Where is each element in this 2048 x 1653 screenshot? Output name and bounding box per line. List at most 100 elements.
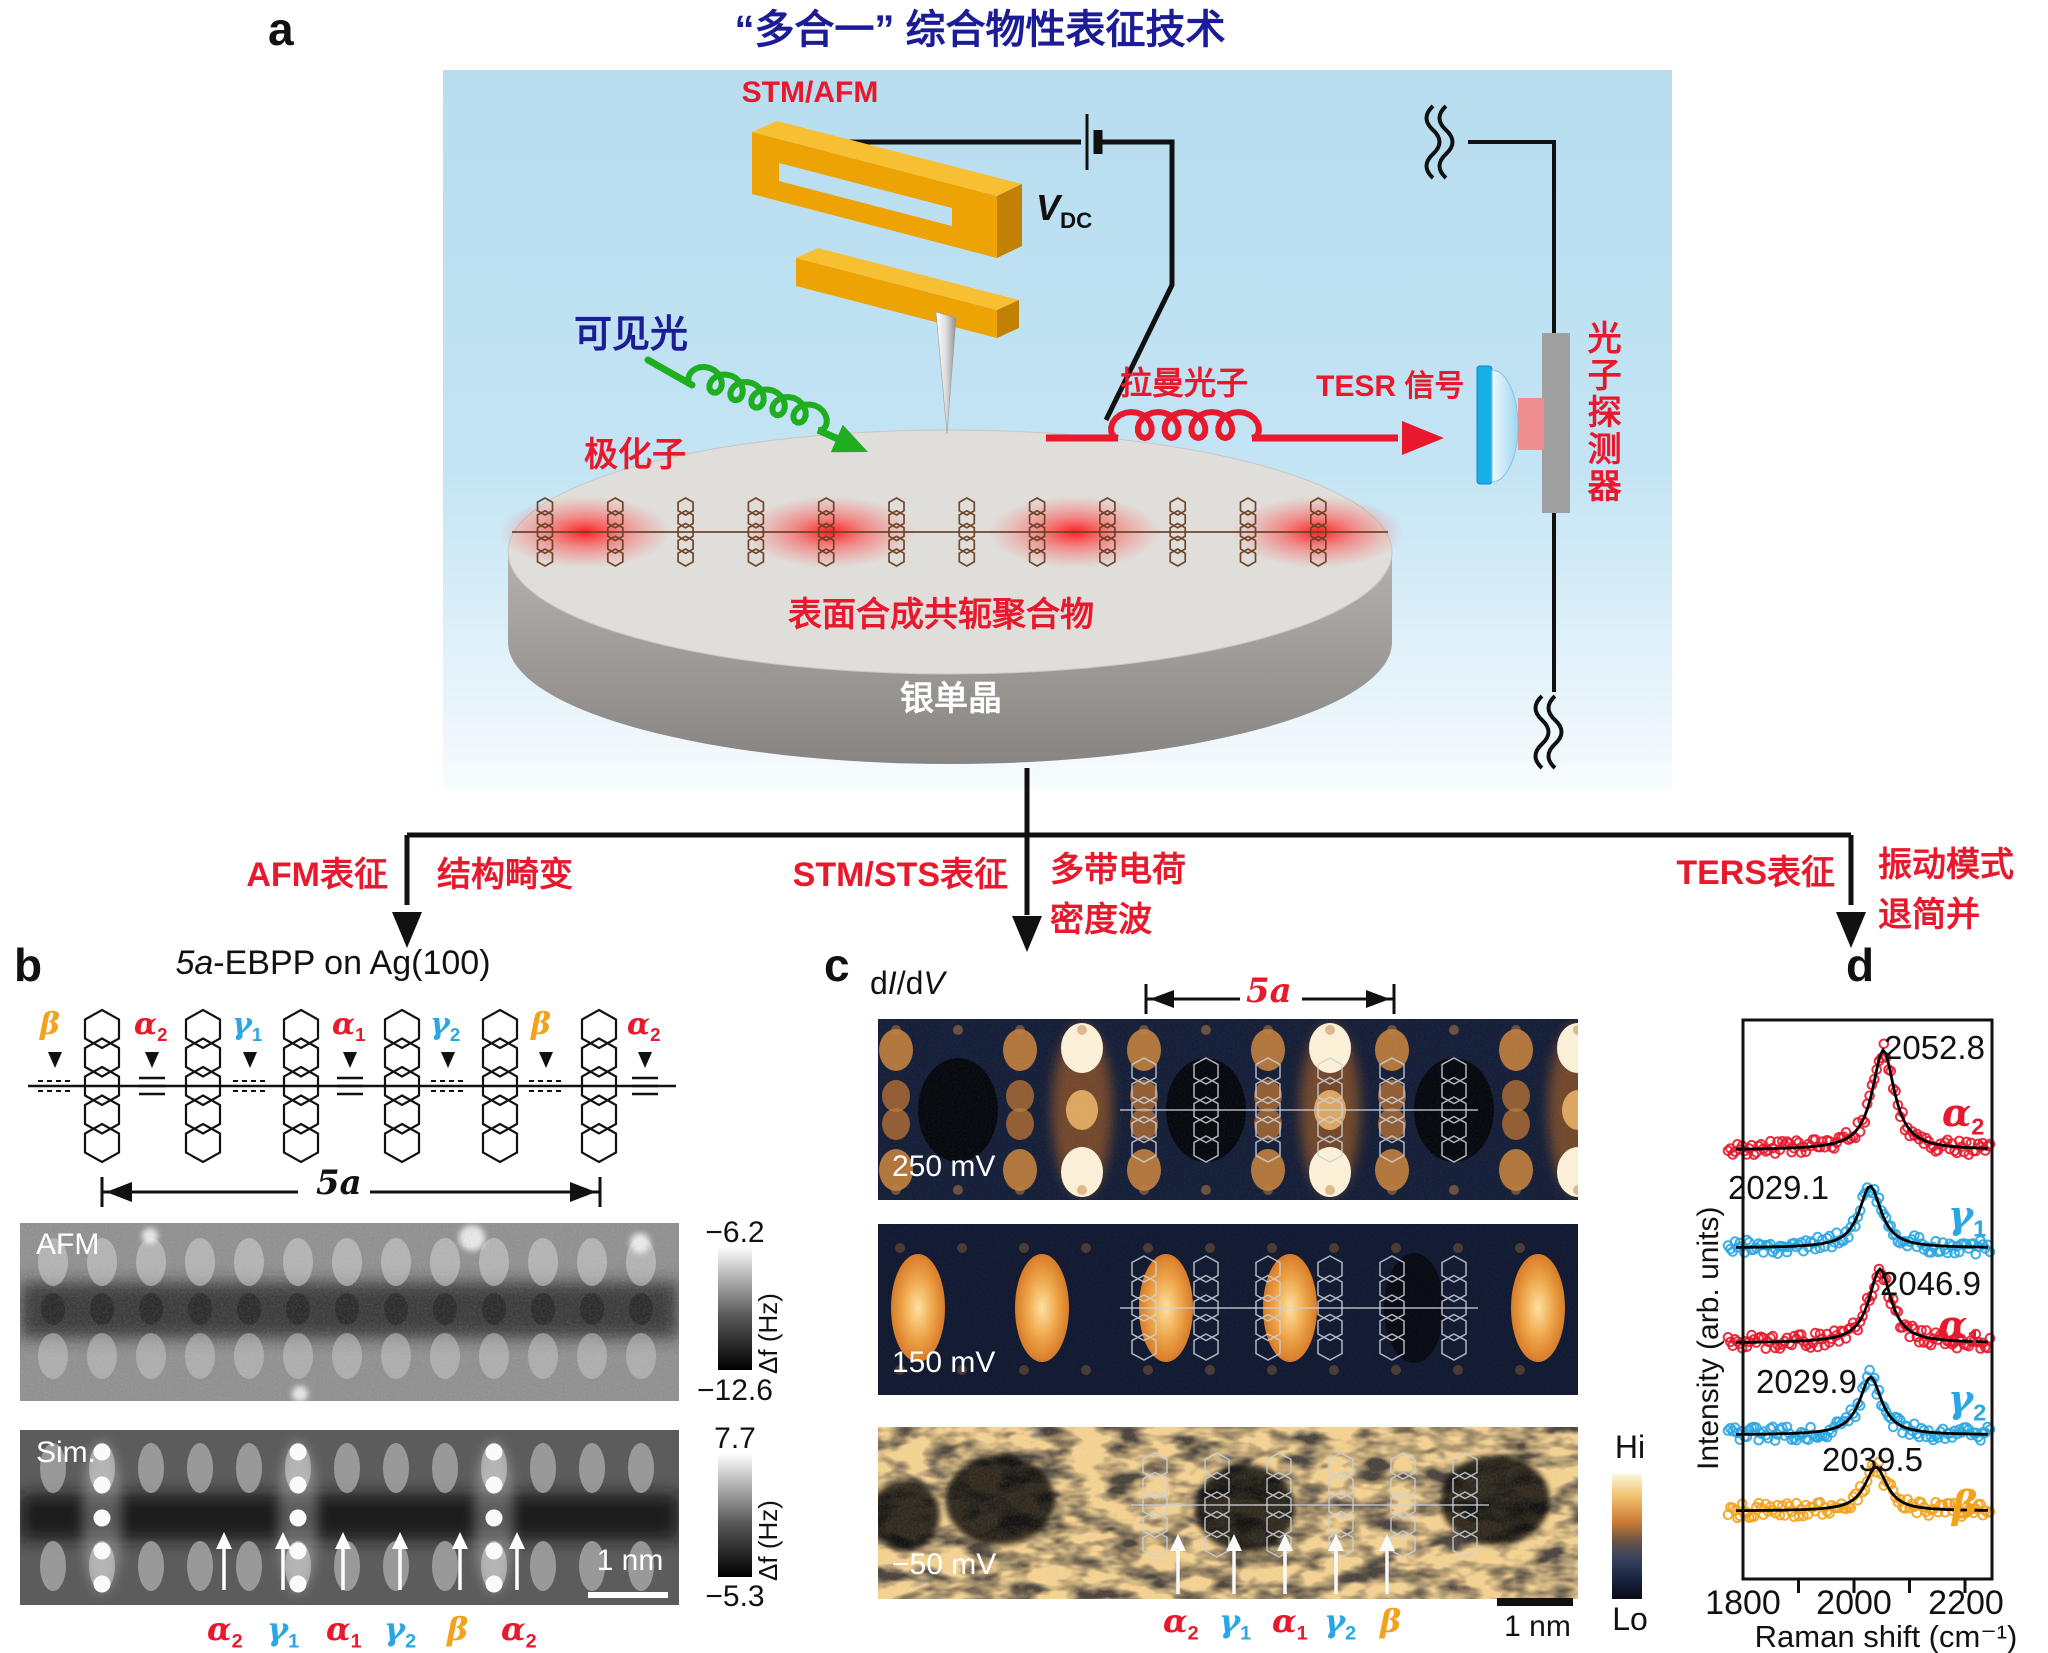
c-arrow-label: γ2 — [1324, 1602, 1357, 1645]
panel-c-label: c — [824, 939, 850, 991]
bias-150mV: 150 mV — [892, 1346, 996, 1379]
afm-colorbar-max: −6.2 — [705, 1216, 765, 1249]
x-tick-1800: 1800 — [1705, 1584, 1781, 1622]
span-5a-label-c: 5a — [1246, 971, 1292, 1011]
panel-b-label: b — [14, 939, 43, 991]
fit-curve-β — [1736, 1465, 1988, 1512]
raman-signal-arrow — [1046, 408, 1444, 455]
scale-bar-label-c: 1 nm — [1504, 1610, 1571, 1643]
branch-afm-result: 结构畸变 — [437, 856, 573, 894]
sim-colorbar-max: 7.7 — [714, 1422, 756, 1455]
bond-label: α2 — [134, 1007, 168, 1045]
c-arrow-label: γ1 — [1219, 1602, 1252, 1645]
substrate-label: 银单晶 — [900, 680, 1002, 718]
peak-value-a2: 2052.8 — [1884, 1029, 1985, 1066]
trace-label-g1: γ1 — [1948, 1192, 1987, 1242]
raman-photon-label: 拉曼光子 — [1120, 365, 1249, 401]
chemical-structure — [28, 1008, 676, 1164]
stm-afm-sensor — [752, 121, 1022, 435]
trace-label-a1: α1 — [1938, 1302, 1981, 1352]
span-5a-c — [1144, 984, 1396, 1014]
trace-label-b: β — [1952, 1482, 1978, 1527]
afm-colorbar-min: −12.6 — [697, 1374, 773, 1407]
polaron-label: 极化子 — [584, 436, 686, 474]
peak-value-a1: 2046.9 — [1880, 1265, 1981, 1302]
bond-label: γ2 — [430, 1007, 461, 1045]
polymer-label: 表面合成共轭聚合物 — [788, 596, 1094, 634]
didv-label: dI/dV — [870, 965, 945, 1001]
sim-colorbar — [718, 1455, 752, 1577]
tesr-signal-label: TESR 信号 — [1316, 370, 1465, 403]
trace-label-g2: γ2 — [1948, 1376, 1987, 1426]
bias-voltage-label: VDC — [1036, 187, 1093, 234]
trace-α1 — [1722, 1263, 1996, 1354]
fit-curve-γ1 — [1736, 1184, 1988, 1249]
branch-sts-technique: STM/STS表征 — [792, 856, 1008, 894]
scale-bar-b — [588, 1592, 668, 1598]
y-axis-label: Intensity (arb. units) — [1692, 1206, 1725, 1470]
span-5a-label-b: 5a — [316, 1163, 362, 1203]
branch-sts-result-2: 密度波 — [1050, 901, 1152, 939]
afm-image-label: AFM — [36, 1228, 100, 1261]
c-arrow-label: β — [1380, 1602, 1402, 1640]
probe-label: STM/AFM — [741, 76, 879, 109]
visible-light-label: 可见光 — [574, 314, 689, 356]
peak-value-b: 2039.5 — [1822, 1441, 1923, 1478]
branch-arrows — [392, 768, 1866, 952]
visible-light-arrow — [644, 356, 868, 453]
sim-bond-arrows — [216, 1532, 525, 1590]
span-5a-b — [100, 1177, 602, 1207]
c-arrow-label: α2 — [1163, 1602, 1199, 1645]
sim-colorbar-min: −5.3 — [705, 1580, 765, 1613]
sim-arrow-label: γ1 — [267, 1610, 300, 1653]
fit-curve-α1 — [1735, 1266, 1989, 1344]
didv-map-150mV — [878, 1224, 1578, 1395]
sim-image-label: Sim. — [36, 1436, 96, 1469]
afm-colorbar — [718, 1248, 752, 1370]
probe-tip — [935, 311, 957, 435]
c-arrow-label: α1 — [1272, 1602, 1308, 1645]
branch-ters-result-1: 振动模式 — [1878, 846, 2014, 884]
fit-curve-α2 — [1736, 1047, 1989, 1151]
colorbar-lo-label: Lo — [1612, 1601, 1648, 1637]
sim-arrow-label: α2 — [207, 1610, 243, 1653]
bond-label: α2 — [627, 1007, 661, 1045]
afm-colorbar-unit: Δf (Hz) — [753, 1293, 783, 1374]
peak-value-g1: 2029.1 — [1728, 1169, 1829, 1206]
afm-image — [20, 1223, 679, 1401]
fit-curve-γ2 — [1736, 1375, 1989, 1436]
branch-ters-result-2: 退简并 — [1878, 896, 1980, 934]
x-tick-2000: 2000 — [1816, 1584, 1892, 1622]
trace-α2 — [1722, 1038, 1996, 1160]
sim-arrow-label: γ2 — [384, 1610, 417, 1653]
lens-icon — [1476, 365, 1493, 485]
polymer-chain — [499, 496, 1404, 568]
branch-ters-technique: TERS表征 — [1676, 854, 1835, 892]
sim-arrow-label: β — [447, 1610, 469, 1648]
didv-colorbar — [1612, 1474, 1642, 1599]
x-axis-label: Raman shift (cm⁻¹) — [1754, 1619, 2018, 1653]
panel-b-title: 5a-EBPP on Ag(100) — [175, 944, 491, 982]
figure-title: “多合一” 综合物性表征技术 — [734, 8, 1226, 52]
sim-arrow-label: α2 — [501, 1610, 537, 1653]
bond-label: β — [531, 1007, 551, 1042]
branch-afm-technique: AFM表征 — [246, 856, 388, 894]
branch-sts-result-1: 多带电荷 — [1050, 851, 1186, 889]
scale-bar-c — [1497, 1598, 1573, 1606]
panel-d-label: d — [1846, 939, 1875, 991]
photon-detector — [1476, 333, 1570, 513]
didv-map-250mV — [878, 1019, 1578, 1200]
sim-arrow-label: α1 — [326, 1610, 362, 1653]
silver-crystal-disk — [507, 429, 1393, 764]
raman-spectra — [1722, 1038, 1996, 1593]
plot-frame — [1741, 1018, 1994, 1581]
trace-label-a2: α2 — [1942, 1090, 1985, 1140]
bond-label: α1 — [332, 1007, 366, 1045]
bond-label: γ1 — [232, 1007, 263, 1045]
x-tick-2200: 2200 — [1928, 1584, 2004, 1622]
bias-neg50mV: −50 mV — [892, 1548, 997, 1581]
sim-colorbar-unit: Δf (Hz) — [753, 1500, 783, 1581]
photon-detector-label: 光子探测器 — [1582, 320, 1621, 505]
